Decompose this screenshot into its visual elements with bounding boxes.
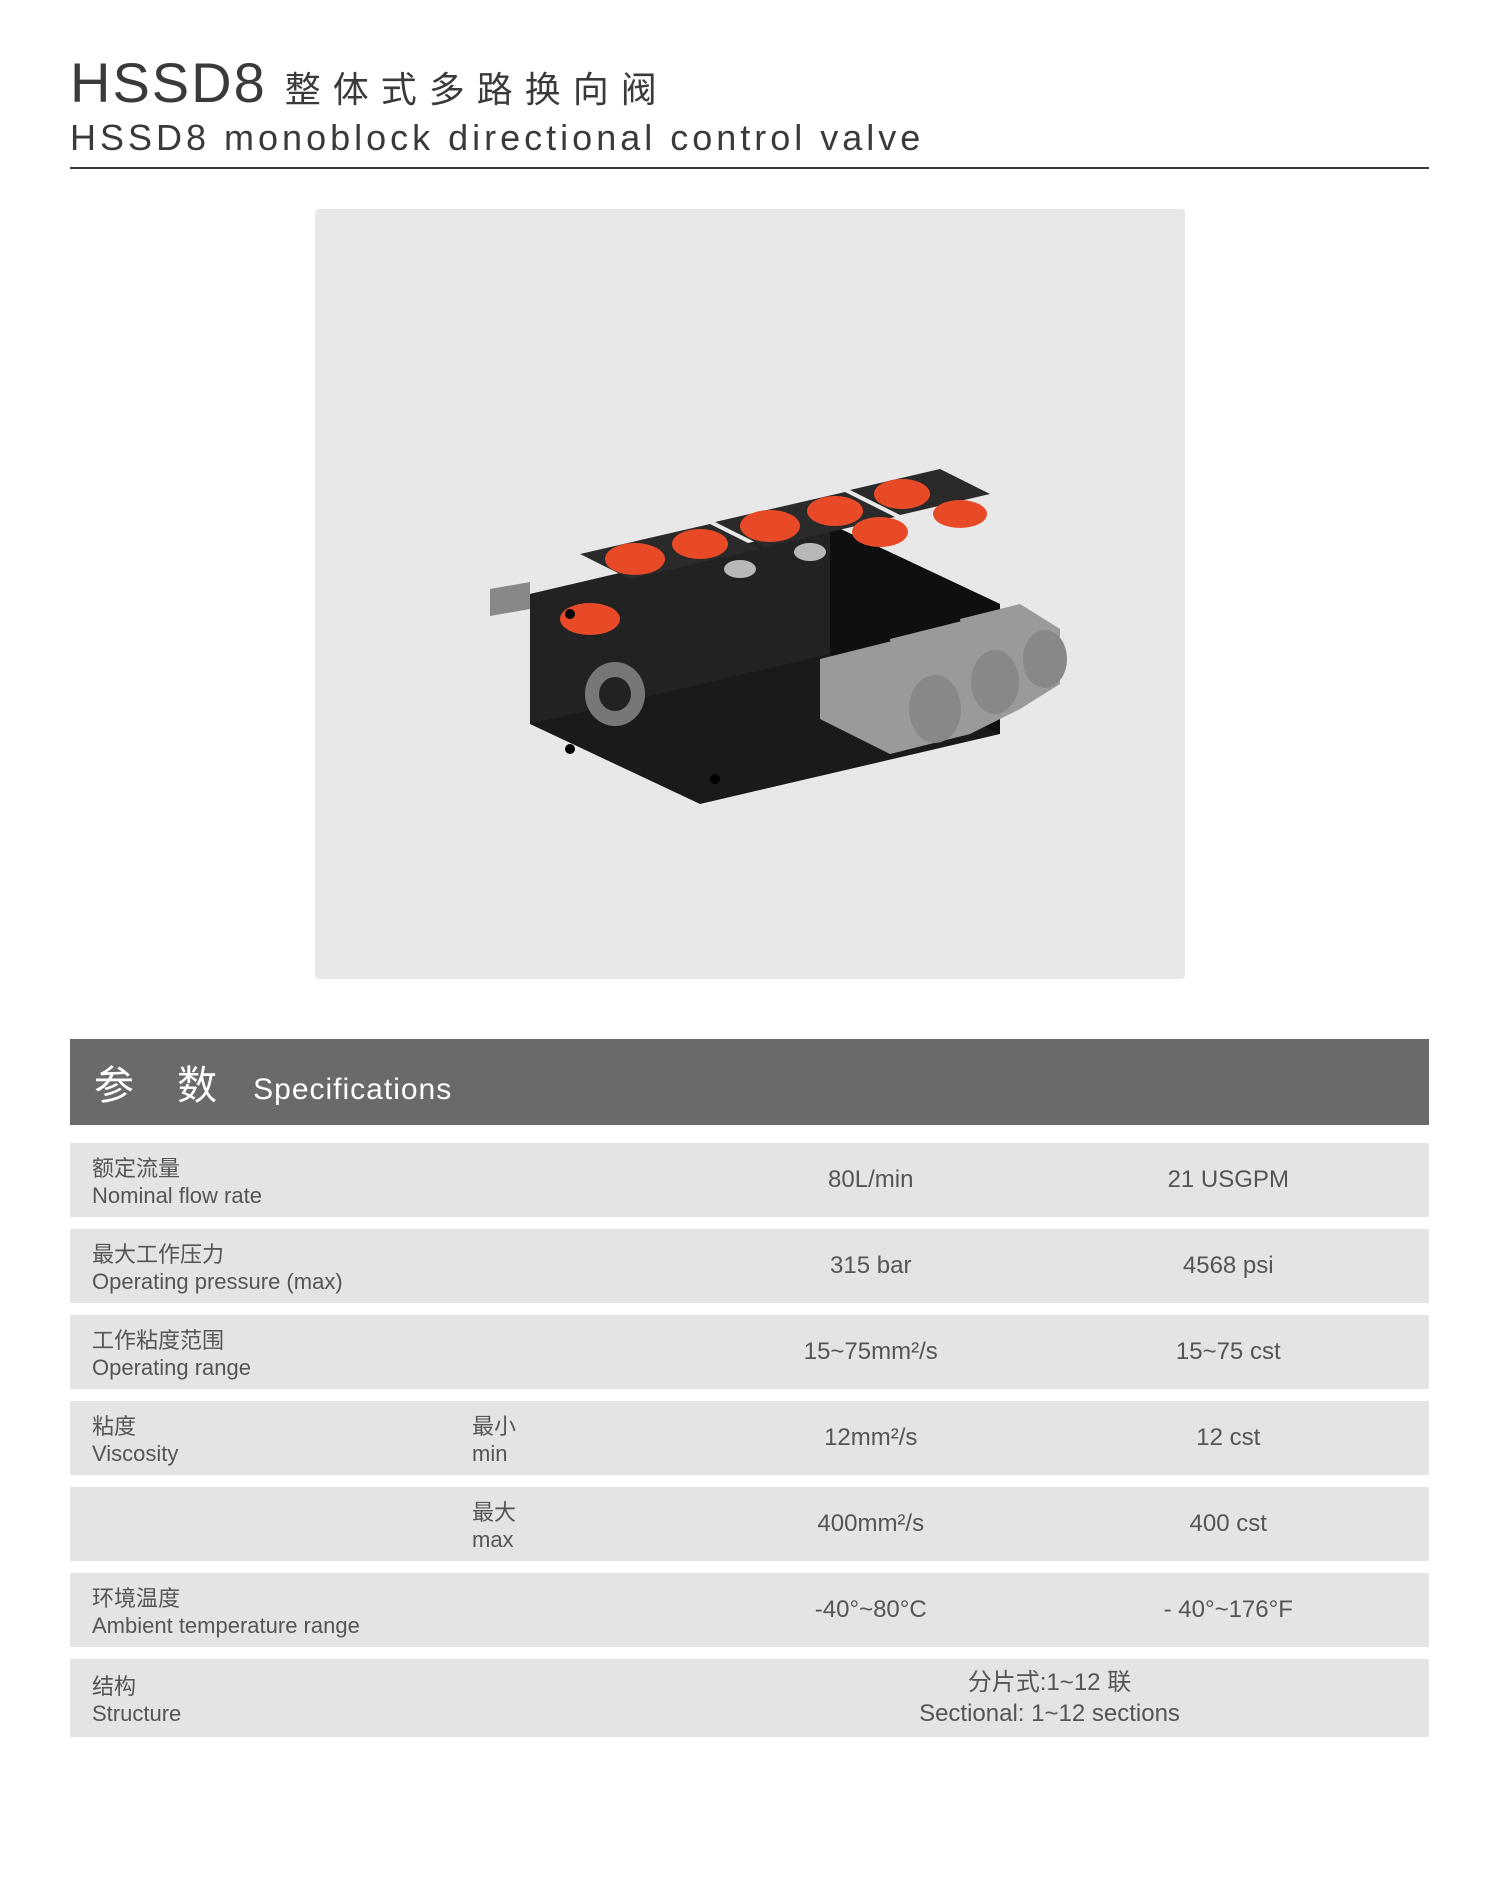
spec-sub-en: min: [472, 1441, 692, 1467]
spec-val2: 12 cst: [1050, 1424, 1408, 1452]
spec-row: 工作粘度范围 Operating range 15~75mm²/s 15~75 …: [70, 1315, 1429, 1389]
spec-table: 额定流量 Nominal flow rate 80L/min 21 USGPM …: [70, 1143, 1429, 1737]
spec-val1: 400mm²/s: [692, 1510, 1050, 1538]
spec-val2: 400 cst: [1050, 1510, 1408, 1538]
valve-illustration: [400, 344, 1100, 844]
spec-label-en: Viscosity: [92, 1441, 472, 1467]
spec-val1: 315 bar: [692, 1252, 1050, 1280]
spec-sub-cn: 最大: [472, 1495, 692, 1527]
page-header: HSSD8 整体式多路换向阀 HSSD8 monoblock direction…: [70, 50, 1429, 169]
spec-label-en: Ambient temperature range: [92, 1613, 472, 1639]
spec-val1: -40°~80°C: [692, 1596, 1050, 1624]
spec-label-en: Nominal flow rate: [92, 1183, 472, 1209]
structure-val-cn: 分片式:1~12 联: [692, 1667, 1407, 1698]
spec-label-cn: 额定流量: [92, 1151, 472, 1183]
spec-label-cn: 环境温度: [92, 1581, 472, 1613]
spec-label-cn: 粘度: [92, 1409, 472, 1441]
title-english: HSSD8 monoblock directional control valv…: [70, 117, 1429, 159]
spec-label-cn: 最大工作压力: [92, 1237, 472, 1269]
model-code: HSSD8: [70, 50, 267, 115]
product-image-box: [315, 209, 1185, 979]
spec-label-en: Structure: [92, 1701, 472, 1727]
spec-val2: 15~75 cst: [1050, 1338, 1408, 1366]
spec-val1: 12mm²/s: [692, 1424, 1050, 1452]
spec-label-cn: 工作粘度范围: [92, 1323, 472, 1355]
spec-row: 额定流量 Nominal flow rate 80L/min 21 USGPM: [70, 1143, 1429, 1217]
spec-header-bar: 参 数 Specifications: [70, 1039, 1429, 1125]
spec-header-cn: 参 数: [94, 1053, 233, 1111]
spec-sub-cn: 最小: [472, 1409, 692, 1441]
spec-val2: 4568 psi: [1050, 1252, 1408, 1280]
spec-row: 最大工作压力 Operating pressure (max) 315 bar …: [70, 1229, 1429, 1303]
spec-val2: - 40°~176°F: [1050, 1596, 1408, 1624]
spec-row: 粘度 Viscosity 最小 min 12mm²/s 12 cst: [70, 1401, 1429, 1475]
structure-val-en: Sectional: 1~12 sections: [692, 1698, 1407, 1729]
title-chinese: 整体式多路换向阀: [285, 61, 669, 113]
spec-row-structure: 结构 Structure 分片式:1~12 联 Sectional: 1~12 …: [70, 1659, 1429, 1737]
spec-header-en: Specifications: [253, 1073, 452, 1107]
spec-label-en: Operating pressure (max): [92, 1269, 472, 1295]
spec-row: 最大 max 400mm²/s 400 cst: [70, 1487, 1429, 1561]
spec-label-en: Operating range: [92, 1355, 472, 1381]
spec-val2: 21 USGPM: [1050, 1166, 1408, 1194]
spec-val1: 80L/min: [692, 1166, 1050, 1194]
spec-sub-en: max: [472, 1527, 692, 1553]
header-divider: [70, 167, 1429, 169]
spec-label-cn: 结构: [92, 1669, 472, 1701]
spec-val1: 15~75mm²/s: [692, 1338, 1050, 1366]
spec-row: 环境温度 Ambient temperature range -40°~80°C…: [70, 1573, 1429, 1647]
